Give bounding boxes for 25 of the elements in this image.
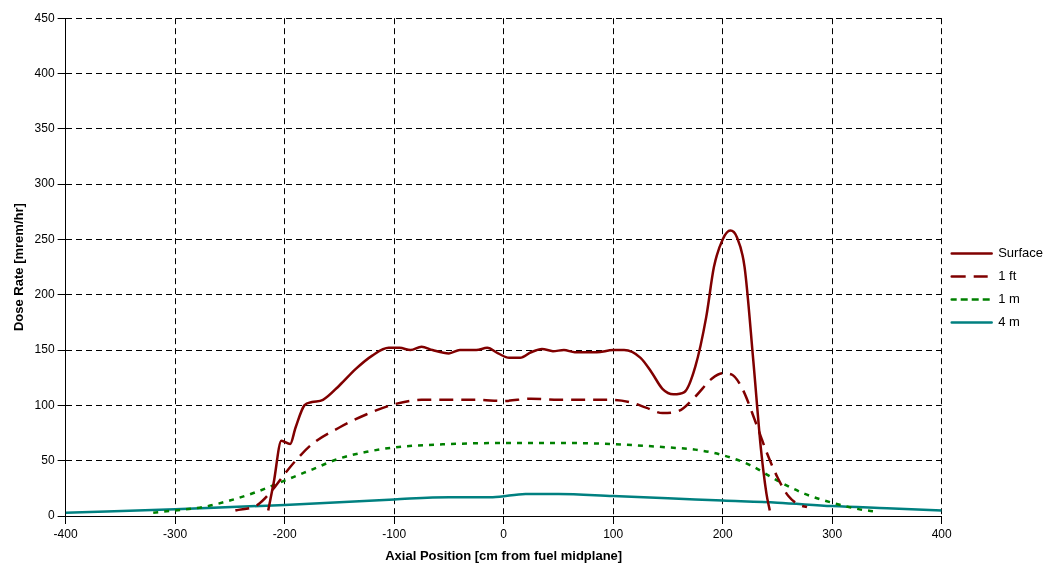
- x-tick-label: 200: [712, 526, 734, 541]
- x-axis-title: Axial Position [cm from fuel midplane]: [385, 547, 623, 563]
- x-tick-label: 0: [500, 526, 508, 541]
- legend-label: 1 m: [998, 291, 1020, 307]
- y-tick-label: 200: [34, 287, 55, 302]
- y-tick-label: 250: [34, 231, 55, 246]
- y-tick-label: 300: [34, 176, 55, 191]
- y-tick-label: 450: [34, 10, 55, 25]
- legend-label: 4 m: [998, 314, 1020, 330]
- y-tick-label: 100: [34, 397, 55, 412]
- x-tick-label: 300: [822, 526, 843, 541]
- x-tick-label: 400: [931, 526, 953, 541]
- x-tick-label: -200: [272, 526, 297, 541]
- y-axis-title: Dose Rate [mrem/hr]: [11, 203, 27, 332]
- y-tick-label: 350: [34, 121, 55, 136]
- y-tick-label: 400: [34, 65, 55, 80]
- legend-label: Surface: [998, 245, 1044, 261]
- y-tick-label: 50: [41, 453, 55, 467]
- y-tick-label: 0: [47, 508, 55, 523]
- x-tick-label: 100: [603, 526, 624, 541]
- x-tick-label: -400: [53, 526, 78, 541]
- x-tick-label: -300: [163, 526, 188, 541]
- legend-label: 1 ft: [998, 268, 1017, 284]
- y-tick-label: 150: [34, 342, 55, 357]
- x-tick-label: -100: [382, 526, 407, 541]
